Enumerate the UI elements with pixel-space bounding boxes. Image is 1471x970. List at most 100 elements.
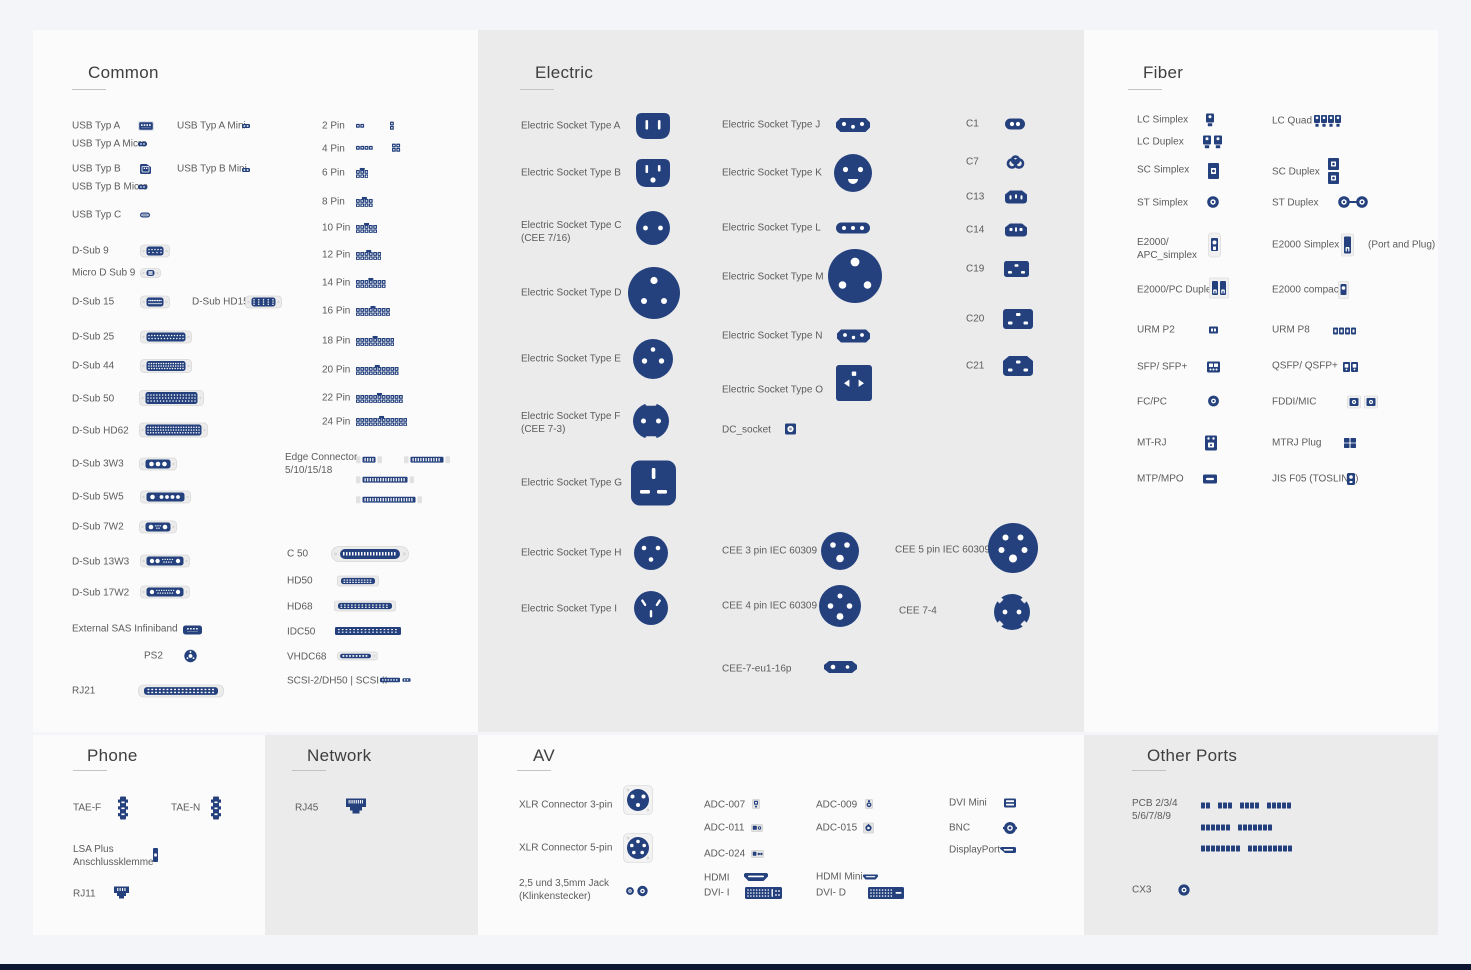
e2000-pc-duplex-icon[interactable]	[1209, 277, 1229, 299]
adc-007-icon[interactable]	[752, 799, 760, 809]
st-simplex-icon[interactable]	[1207, 196, 1219, 208]
socket-type-h-icon[interactable]	[634, 536, 668, 570]
dsub-9-icon[interactable]	[140, 244, 170, 258]
iec-c14-icon[interactable]	[1005, 223, 1027, 237]
usb-c-icon[interactable]	[140, 212, 150, 218]
tae-f-icon[interactable]	[118, 796, 128, 820]
mtp-mpo-icon[interactable]	[1203, 474, 1217, 484]
socket-type-c-icon[interactable]	[636, 211, 670, 245]
pin-14-icon[interactable]	[356, 277, 386, 289]
dvi-mini-icon[interactable]	[1004, 798, 1016, 808]
sc-simplex-icon[interactable]	[1208, 163, 1219, 179]
xlr-5pin-icon[interactable]	[623, 833, 653, 863]
dsub-hd15-icon[interactable]	[245, 295, 282, 309]
iec-c1-icon[interactable]	[1005, 118, 1025, 130]
pin-12-icon[interactable]	[356, 249, 382, 261]
dsub-44-icon[interactable]	[140, 359, 192, 373]
dsub-13w3-icon[interactable]	[140, 554, 190, 568]
lc-quad-icon[interactable]	[1314, 115, 1341, 127]
usb-a-micro-icon[interactable]	[138, 141, 147, 147]
socket-type-k-icon[interactable]	[834, 154, 872, 192]
cee-5pin-icon[interactable]	[988, 523, 1038, 573]
tae-n-icon[interactable]	[211, 796, 221, 820]
dsub-25-icon[interactable]	[140, 330, 192, 344]
cee-3pin-icon[interactable]	[821, 532, 859, 570]
socket-type-j-icon[interactable]	[836, 118, 870, 132]
edge-connector-icon[interactable]	[356, 455, 452, 505]
hd50-icon[interactable]	[337, 575, 379, 587]
ps2-icon[interactable]	[184, 649, 197, 663]
e2000-simplex-icon[interactable]	[1341, 233, 1354, 257]
adc-024-icon[interactable]	[751, 850, 764, 858]
dvi-i-icon[interactable]	[745, 887, 782, 899]
adc-011-icon[interactable]	[751, 824, 763, 832]
cx3-icon[interactable]	[1178, 884, 1190, 896]
rj21-icon[interactable]	[138, 684, 224, 698]
usb-b-mini-icon[interactable]	[242, 168, 250, 172]
audio-jack-icon[interactable]	[624, 885, 650, 898]
cee-7-4-icon[interactable]	[994, 594, 1030, 630]
lc-simplex-icon[interactable]	[1206, 113, 1214, 127]
lc-duplex-icon[interactable]	[1203, 135, 1222, 149]
pcb-pins-icon[interactable]	[1201, 802, 1293, 852]
e2000-apc-simplex-icon[interactable]	[1208, 232, 1221, 258]
c50-icon[interactable]	[331, 546, 409, 562]
mt-rj-icon[interactable]	[1205, 435, 1217, 451]
fc-pc-icon[interactable]	[1208, 395, 1219, 407]
dsub-7w2-icon[interactable]	[139, 520, 177, 534]
socket-type-f-icon[interactable]	[633, 401, 669, 441]
urm-p8-icon[interactable]	[1333, 327, 1356, 335]
pin-20-icon[interactable]	[356, 364, 399, 376]
iec-c7-icon[interactable]	[1005, 155, 1026, 169]
scsi-2-icon[interactable]	[380, 677, 414, 683]
hdmi-icon[interactable]	[744, 873, 768, 881]
mtrj-plug-icon[interactable]	[1344, 438, 1356, 448]
fddi-mic-icon[interactable]	[1347, 395, 1378, 409]
socket-type-e-icon[interactable]	[633, 339, 673, 379]
pin-2-icon[interactable]	[356, 121, 397, 131]
idc50-icon[interactable]	[335, 627, 401, 635]
socket-type-l-icon[interactable]	[836, 222, 870, 234]
iec-c21-icon[interactable]	[1003, 356, 1033, 376]
jis-f05-icon[interactable]	[1347, 473, 1355, 485]
socket-type-i-icon[interactable]	[634, 591, 668, 625]
lsa-plus-icon[interactable]	[153, 848, 158, 862]
usb-b-micro-icon[interactable]	[138, 184, 147, 190]
pin-6-icon[interactable]	[356, 167, 369, 179]
adc-009-icon[interactable]	[865, 799, 873, 809]
pin-24-icon[interactable]	[356, 415, 408, 427]
socket-type-n-icon[interactable]	[837, 329, 870, 343]
dsub-5w5-icon[interactable]	[140, 490, 191, 504]
iec-c20-icon[interactable]	[1003, 309, 1033, 329]
rj11-icon[interactable]	[114, 886, 129, 900]
dsub-17w2-icon[interactable]	[140, 585, 190, 599]
iec-c13-icon[interactable]	[1005, 190, 1027, 204]
pin-22-icon[interactable]	[356, 392, 403, 404]
socket-type-d-icon[interactable]	[628, 267, 680, 319]
cee-4pin-icon[interactable]	[819, 585, 861, 627]
qsfp-icon[interactable]	[1343, 362, 1358, 372]
socket-type-a-icon[interactable]	[636, 113, 670, 139]
e2000-compact-icon[interactable]	[1338, 281, 1349, 299]
urm-p2-icon[interactable]	[1209, 326, 1218, 334]
st-duplex-icon[interactable]	[1338, 196, 1368, 208]
xlr-3pin-icon[interactable]	[623, 785, 653, 815]
usb-b-icon[interactable]	[140, 164, 151, 174]
dc-socket-icon[interactable]	[785, 423, 796, 435]
pin-18-icon[interactable]	[356, 335, 395, 347]
pin-8-icon[interactable]	[356, 196, 373, 208]
bnc-icon[interactable]	[1003, 822, 1017, 835]
socket-type-m-icon[interactable]	[828, 249, 882, 303]
sc-duplex-icon[interactable]	[1328, 158, 1339, 184]
dsub-hd62-icon[interactable]	[139, 422, 208, 438]
dsub-50-icon[interactable]	[139, 390, 204, 406]
sas-infiniband-icon[interactable]	[183, 625, 202, 635]
rj45-icon[interactable]	[346, 798, 366, 816]
hd68-icon[interactable]	[334, 600, 396, 612]
cee-7-eu1-16p-icon[interactable]	[824, 661, 857, 673]
usb-a-icon[interactable]	[138, 121, 154, 131]
sfp-icon[interactable]	[1207, 361, 1220, 373]
displayport-icon[interactable]	[1000, 847, 1016, 853]
hdmi-mini-icon[interactable]	[863, 874, 878, 880]
socket-type-b-icon[interactable]	[636, 159, 670, 187]
